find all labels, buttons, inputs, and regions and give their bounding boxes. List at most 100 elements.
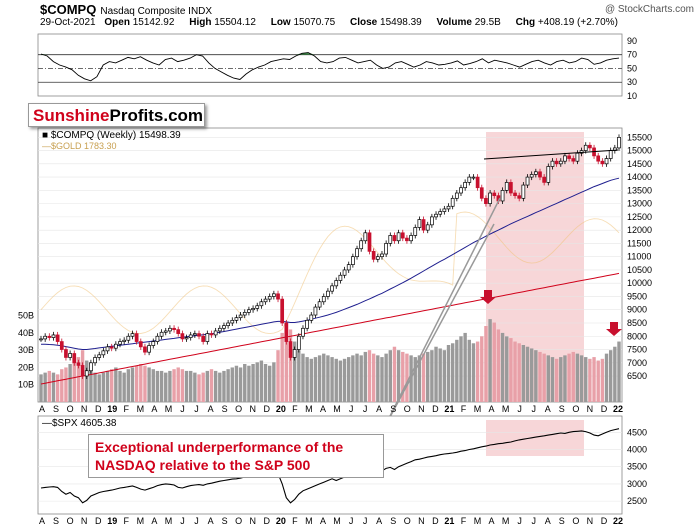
candle-body: [484, 197, 488, 204]
spx-x-axis-label: J: [194, 516, 199, 526]
candle-body: [263, 298, 268, 303]
candle-body: [292, 349, 297, 358]
volume-bar: [243, 364, 247, 402]
spx-x-axis-label: O: [404, 516, 411, 526]
price-tick-label: 7500: [627, 345, 647, 355]
x-axis-label: D: [264, 404, 271, 414]
candle-body: [351, 256, 355, 265]
volume-bar: [284, 326, 289, 402]
down-arrow-icon: [606, 322, 622, 336]
candle-body: [413, 227, 418, 236]
volume-bar: [571, 351, 575, 402]
candle-body: [421, 219, 426, 231]
spx-x-axis-label: S: [559, 516, 565, 526]
volume-bar: [351, 355, 355, 402]
candle-body: [513, 192, 517, 197]
volume-bar: [446, 345, 451, 402]
candle-body: [392, 235, 397, 242]
close-label: Close: [350, 17, 378, 28]
volume-bar: [164, 372, 168, 402]
candle-body: [68, 353, 72, 358]
price-tick-label: 12500: [627, 212, 652, 222]
volume-bar: [500, 332, 505, 402]
volume-bar: [546, 355, 551, 402]
candle-body: [155, 335, 160, 342]
candle-body: [76, 362, 81, 366]
volume-bar: [263, 364, 268, 402]
volume-bar: [172, 369, 176, 402]
x-axis-label: D: [601, 404, 608, 414]
volume-bar: [438, 348, 442, 402]
candle-body: [459, 187, 463, 194]
candle-body: [617, 137, 621, 149]
volume-tick-label: 50B: [18, 311, 34, 321]
candle-body: [272, 293, 276, 297]
candle-body: [533, 171, 538, 175]
rsi-panel-frame: [37, 33, 623, 97]
volume-bar: [467, 339, 472, 402]
x-axis-label: D: [432, 404, 439, 414]
volume-bar: [126, 369, 131, 402]
volume-bar: [226, 369, 230, 402]
candle-body: [346, 264, 351, 271]
candle-body: [542, 176, 547, 183]
volume-bar: [563, 355, 567, 402]
volume-bar: [592, 357, 596, 402]
volume-bar: [513, 341, 517, 402]
candle-body: [380, 253, 384, 258]
candle-body: [51, 334, 56, 338]
spx-x-axis-label: F: [461, 516, 467, 526]
volume-bar: [330, 357, 334, 402]
volume-bar: [392, 346, 397, 402]
volume-bar: [484, 326, 488, 402]
candle-body: [126, 335, 131, 341]
x-axis-label: A: [376, 404, 382, 414]
candle-body: [400, 232, 405, 239]
volume-tick-label: 30B: [18, 345, 34, 355]
candle-body: [334, 280, 339, 287]
candle-body: [205, 333, 210, 342]
candle-body: [430, 216, 434, 226]
close-value: 15498.39: [380, 17, 422, 28]
volume-value: 29.5B: [474, 17, 501, 28]
candle-body: [138, 341, 143, 348]
volume-bar: [521, 345, 526, 402]
candle-body: [567, 155, 571, 159]
spx-tick-label: 4000: [627, 445, 647, 455]
x-axis-label: M: [305, 404, 313, 414]
candle-body: [280, 298, 285, 324]
volume-bar: [584, 357, 588, 402]
candle-body: [109, 346, 114, 349]
spx-x-axis-label: J: [531, 516, 536, 526]
volume-bar: [39, 374, 43, 402]
logo-part-1: Sunshine: [33, 106, 110, 125]
candle-body: [363, 232, 368, 242]
candle-body: [500, 190, 505, 202]
volume-bar: [505, 336, 509, 402]
candle-body: [463, 182, 467, 189]
candle-body: [255, 305, 260, 309]
candle-body: [238, 314, 243, 319]
volume-bar: [463, 332, 467, 402]
price-tick-label: 10000: [627, 278, 652, 288]
symbol: $COMPQ: [40, 2, 97, 17]
x-axis-label: N: [418, 404, 425, 414]
candle-body: [163, 330, 168, 333]
candle-body: [184, 337, 189, 340]
volume-bar: [471, 343, 476, 402]
volume-bar: [188, 370, 193, 402]
candle-body: [554, 160, 559, 165]
volume-bar: [480, 336, 484, 402]
candle-body: [604, 158, 609, 165]
candle-body: [159, 331, 164, 337]
spx-x-axis-label: O: [235, 516, 242, 526]
spx-x-axis-label: N: [81, 516, 88, 526]
volume-bar: [89, 370, 93, 402]
volume-bar: [442, 350, 447, 402]
volume-bar: [72, 360, 76, 402]
candle-body: [55, 334, 60, 342]
volume-bar: [434, 346, 438, 402]
volume-bar: [288, 329, 293, 402]
x-axis-label: O: [572, 404, 579, 414]
candle-body: [417, 219, 422, 228]
